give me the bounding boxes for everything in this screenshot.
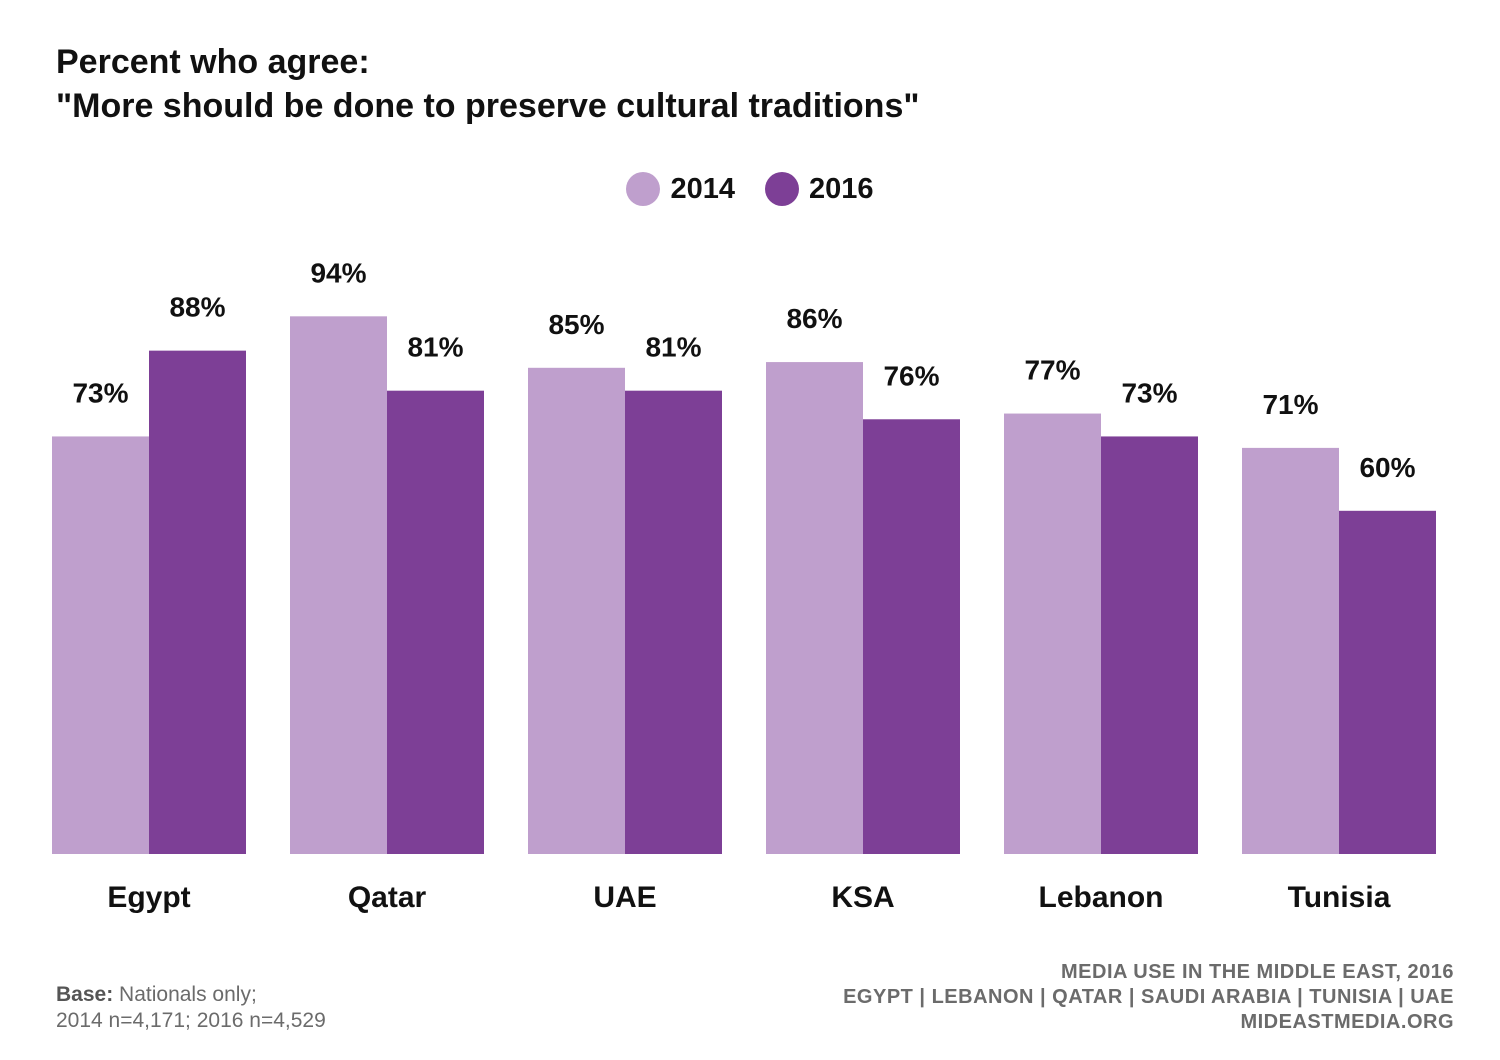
legend-label-2016: 2016 [809, 172, 874, 205]
bar-egypt-2014 [52, 436, 149, 854]
legend-swatch-2016 [765, 172, 799, 206]
source-line-3: MIDEASTMEDIA.ORG [1240, 1011, 1454, 1033]
category-label-egypt: Egypt [107, 881, 190, 914]
bar-uae-2016 [625, 390, 722, 854]
bar-tunisia-2014 [1242, 447, 1339, 854]
category-label-uae: UAE [593, 881, 656, 914]
data-label-tunisia-2016: 60% [1359, 452, 1415, 483]
footer-source: MEDIA USE IN THE MIDDLE EAST, 2016 EGYPT… [843, 960, 1454, 1035]
chart-legend: 2014 2016 [0, 172, 1500, 206]
base-text: Nationals only; [119, 983, 257, 1006]
data-label-lebanon-2014: 77% [1024, 355, 1080, 386]
bar-uae-2014 [528, 367, 625, 854]
bar-lebanon-2016 [1101, 436, 1198, 854]
data-label-ksa-2016: 76% [883, 360, 939, 391]
sample-size-text: 2014 n=4,171; 2016 n=4,529 [56, 1009, 326, 1032]
bar-lebanon-2014 [1004, 413, 1101, 854]
base-label: Base: [56, 983, 114, 1006]
footer-base-note: Base: Nationals only; 2014 n=4,171; 2016… [56, 982, 326, 1034]
chart-title-line-2: "More should be done to preserve cultura… [56, 87, 920, 125]
category-label-qatar: Qatar [348, 881, 427, 914]
data-label-egypt-2016: 88% [169, 292, 225, 323]
bar-ksa-2014 [766, 362, 863, 854]
data-label-ksa-2014: 86% [786, 303, 842, 334]
data-label-uae-2016: 81% [645, 332, 701, 363]
data-label-tunisia-2014: 71% [1262, 389, 1318, 420]
bar-egypt-2016 [149, 350, 246, 854]
legend-label-2014: 2014 [670, 172, 735, 205]
legend-item-2016: 2016 [765, 172, 874, 206]
chart-title-line-1: Percent who agree: [56, 43, 370, 81]
legend-item-2014: 2014 [626, 172, 735, 206]
data-label-qatar-2016: 81% [407, 332, 463, 363]
source-line-1: MEDIA USE IN THE MIDDLE EAST, 2016 [1061, 961, 1454, 983]
bar-qatar-2014 [290, 316, 387, 854]
data-label-uae-2014: 85% [548, 309, 604, 340]
chart-title: Percent who agree: "More should be done … [56, 40, 919, 128]
data-label-lebanon-2016: 73% [1121, 377, 1177, 408]
data-label-qatar-2014: 94% [310, 257, 366, 288]
category-label-tunisia: Tunisia [1288, 881, 1391, 914]
bar-ksa-2016 [863, 419, 960, 854]
legend-swatch-2014 [626, 172, 661, 206]
bar-qatar-2016 [387, 390, 484, 854]
source-line-2: EGYPT | LEBANON | QATAR | SAUDI ARABIA |… [843, 986, 1454, 1008]
category-label-ksa: KSA [831, 881, 894, 914]
category-label-lebanon: Lebanon [1039, 881, 1164, 914]
bar-tunisia-2016 [1339, 510, 1436, 854]
data-label-egypt-2014: 73% [72, 377, 128, 408]
